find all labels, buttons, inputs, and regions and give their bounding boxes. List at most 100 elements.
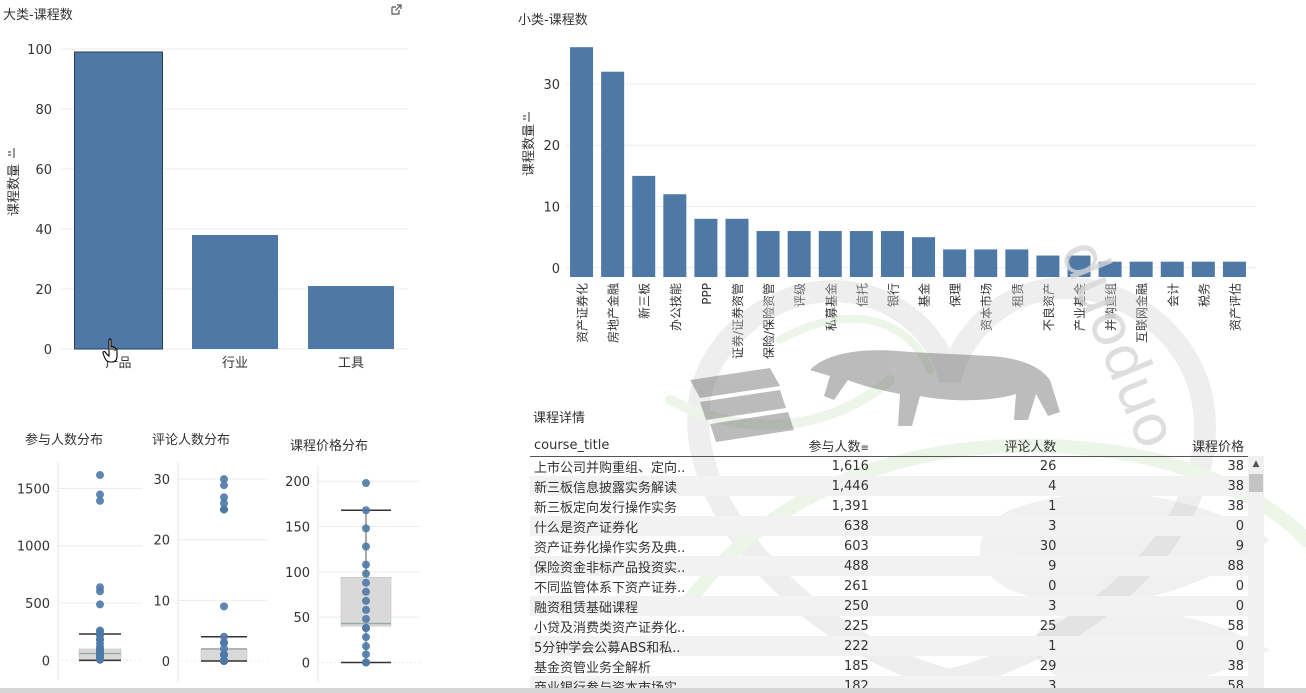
data-point <box>220 602 228 611</box>
data-point <box>362 605 370 614</box>
bar <box>74 51 163 350</box>
cell-participants: 1,391 <box>831 498 869 514</box>
data-point <box>362 624 370 633</box>
x-tick-label: 证券/证券资管 <box>730 283 745 359</box>
x-tick-label: 办公技能 <box>668 283 683 331</box>
table-row[interactable]: 资产证券化操作实务及典.. 603 30 9 <box>530 536 1248 556</box>
column-header-course-title[interactable]: course_title <box>530 436 732 457</box>
participants-distribution-chart[interactable]: 0 500 1000 1500 <box>17 462 142 680</box>
sort-icon[interactable]: ≡ <box>860 443 869 455</box>
cell-participants: 1,616 <box>831 458 869 474</box>
small-bar-chart[interactable]: 0 10 20 30 资产证券化 房地产金融 新三板 办公技能 PPP 证券/证券资管 保险/保险资… <box>522 47 1256 359</box>
y-tick-label: 100 <box>27 43 52 58</box>
table-row[interactable]: 新三板信息披露实务解读 1,446 4 38 <box>530 476 1248 496</box>
x-tick-label: 租赁 <box>1011 283 1025 307</box>
bar <box>570 47 594 277</box>
cell-comments: 1 <box>872 636 1061 656</box>
data-point <box>96 655 104 664</box>
table-row[interactable]: 不同监管体系下资产证券.. 261 0 0 <box>530 576 1248 596</box>
data-point <box>362 524 370 533</box>
x-tick-label: 互联网金融 <box>1134 283 1149 343</box>
x-tick-label: 并购重组 <box>1103 283 1118 331</box>
table-row[interactable]: 什么是资产证券化 638 3 0 <box>530 516 1248 536</box>
table-row[interactable]: 保险资金非标产品投资实.. 488 9 88 <box>530 556 1248 576</box>
bar <box>725 218 749 277</box>
bar <box>849 231 873 277</box>
table-scrollbar[interactable]: ▲ <box>1248 456 1264 688</box>
y-tick-label: 20 <box>543 139 560 154</box>
column-header-participants[interactable]: 参与人数≡ <box>731 436 873 457</box>
y-tick-label: 0 <box>552 262 560 277</box>
data-point <box>362 569 370 578</box>
y-tick-label: 10 <box>153 594 170 609</box>
table-row[interactable]: 5分钟学会公募ABS和私.. 222 1 0 <box>530 636 1248 656</box>
y-tick-label: 20 <box>153 534 170 549</box>
column-header-comments[interactable]: 评论人数 <box>872 436 1061 457</box>
bar <box>632 175 656 277</box>
cell-participants: 250 <box>731 596 873 616</box>
comments-distribution-chart[interactable]: 0 10 20 30 <box>153 462 268 682</box>
y-axis-label: 课程数量 <box>522 124 537 176</box>
data-point <box>220 638 228 647</box>
cell-course-title: 保险资金非标产品投资实.. <box>530 556 732 576</box>
course-detail-table[interactable]: course_title 参与人数≡ 评论人数 课程价格 上市公司并购重组、定向… <box>530 436 1266 688</box>
x-tick-label: 房地产金融 <box>606 283 621 343</box>
cell-comments: 1 <box>1048 498 1057 514</box>
y-tick-label: 0 <box>42 654 50 669</box>
y-tick-label: 50 <box>293 611 310 626</box>
table-row[interactable]: 融资租赁基础课程 250 3 0 <box>530 596 1248 616</box>
external-link-icon[interactable] <box>390 4 402 16</box>
price-distribution-chart[interactable]: 0 50 100 150 200 <box>285 466 420 682</box>
y-tick-label: 100 <box>285 566 310 581</box>
chevron-up-icon[interactable]: ▲ <box>1252 459 1260 469</box>
bar <box>756 231 780 277</box>
x-tick-label: 保理 <box>949 283 963 307</box>
cell-price: 9 <box>1235 538 1244 554</box>
y-tick-label: 40 <box>35 223 52 238</box>
y-tick-label: 1000 <box>17 540 50 555</box>
y-tick-label: 20 <box>35 283 52 298</box>
cell-course-title: 资产证券化操作实务及典.. <box>534 540 686 556</box>
data-point <box>362 542 370 551</box>
data-point <box>362 633 370 642</box>
bar <box>663 194 687 277</box>
cell-course-title: 新三板信息披露实务解读 <box>530 476 732 496</box>
x-tick-label: 税务 <box>1196 283 1211 307</box>
x-tick-label: 信托 <box>855 283 869 307</box>
data-point <box>362 587 370 596</box>
cell-participants: 261 <box>844 578 869 594</box>
cell-course-title: 基金资管业务全解析 <box>534 660 652 676</box>
x-tick-label: 会计 <box>1166 283 1180 307</box>
table-row[interactable]: 新三板定向发行操作实务 1,391 1 38 <box>530 496 1248 516</box>
cell-participants: 225 <box>844 618 869 634</box>
data-point <box>362 658 370 667</box>
y-axis-label: 课程数量 <box>7 164 22 216</box>
table-title: 课程详情 <box>533 411 586 426</box>
cell-course-title: 融资租赁基础课程 <box>530 596 732 616</box>
cell-participants: 222 <box>731 636 873 656</box>
column-header-price[interactable]: 课程价格 <box>1060 436 1248 457</box>
x-tick-label: 工具 <box>338 356 364 371</box>
cell-price: 38 <box>1227 458 1244 474</box>
cell-comments: 25 <box>1039 618 1057 634</box>
table-row[interactable]: 小贷及消费类资产证券化.. 225 25 58 <box>530 616 1248 636</box>
horizontal-scrollbar[interactable] <box>0 688 1306 693</box>
scroll-thumb[interactable] <box>1249 474 1263 492</box>
cell-price: 38 <box>1227 498 1244 514</box>
bar <box>880 231 904 277</box>
table-header-row: course_title 参与人数≡ 评论人数 课程价格 <box>530 436 1248 457</box>
data-point <box>362 560 370 569</box>
data-point <box>96 600 104 609</box>
bar <box>1222 261 1246 277</box>
table-row[interactable]: 上市公司并购重组、定向.. 1,616 26 38 <box>530 456 1248 476</box>
cell-participants: 603 <box>844 538 869 554</box>
table-row[interactable]: 商业银行参与资本市场实.. 182 3 58 <box>530 676 1248 688</box>
cell-price: 58 <box>1060 676 1248 688</box>
cell-price: 0 <box>1060 636 1248 656</box>
y-tick-label: 500 <box>25 597 50 612</box>
sort-icon <box>523 112 530 122</box>
table-row[interactable]: 基金资管业务全解析 185 29 38 <box>530 656 1248 676</box>
bar <box>1005 249 1029 277</box>
cell-price: 38 <box>1227 658 1244 674</box>
